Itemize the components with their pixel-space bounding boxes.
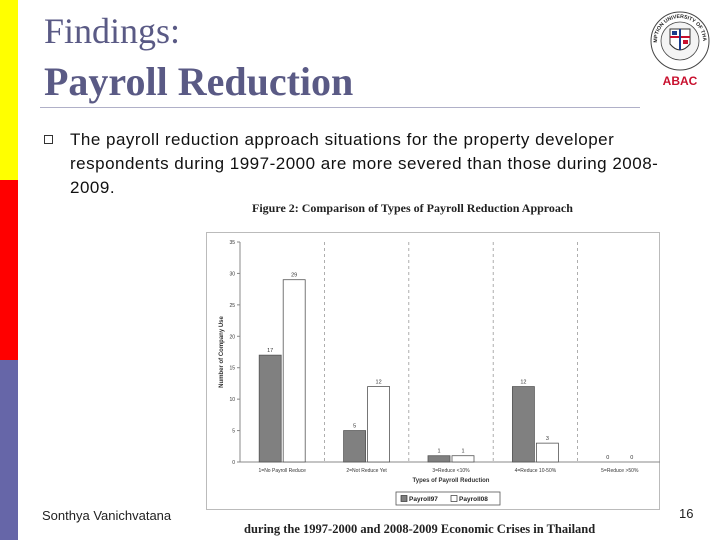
logo-abac-text: ABAC (663, 74, 698, 88)
data-label: 12 (376, 380, 382, 386)
y-axis-label: Number of Company Use (219, 316, 225, 388)
x-tick-label: 4=Reduce 10-50% (515, 468, 557, 474)
chart-frame (206, 232, 660, 510)
x-tick-label: 2=Not Reduce Yet (346, 468, 387, 474)
university-logo: ASSUMPTION UNIVERSITY OF THAILAND ABAC (648, 4, 710, 88)
bullet-text: The payroll reduction approach situation… (70, 130, 659, 197)
bar-payroll97 (343, 430, 367, 463)
bar-payroll08 (367, 386, 391, 463)
bar-payroll97 (427, 455, 451, 463)
title-divider (40, 107, 640, 108)
side-bar-red (0, 180, 18, 360)
data-label: 3 (546, 436, 549, 442)
figure-subtitle: during the 1997-2000 and 2008-2009 Econo… (244, 522, 596, 536)
data-label: 1 (437, 449, 440, 455)
data-label: 0 (606, 455, 609, 461)
bar-payroll97 (511, 386, 535, 463)
legend-label-payroll08: Payroll08 (459, 496, 488, 503)
data-label: 5 (353, 424, 356, 430)
legend-label-payroll97: Payroll97 (409, 496, 438, 503)
bar-payroll97 (258, 354, 282, 463)
author-name: Sonthya Vanichvatana (42, 508, 172, 523)
y-tick-label: 10 (229, 397, 235, 403)
x-axis-label: Types of Payroll Reduction (413, 478, 490, 484)
side-bar-purple (0, 360, 18, 540)
y-tick-label: 5 (232, 429, 235, 435)
bullet-square-icon (44, 135, 53, 144)
y-tick-label: 0 (232, 460, 235, 466)
data-label: 12 (520, 380, 526, 386)
chart-container: 0 5 10 15 20 25 30 35 17 5 1 12 0 29 12 1 3 0 1=No Payroll… (206, 232, 662, 515)
data-label: 17 (267, 348, 273, 354)
y-tick-label: 15 (229, 366, 235, 372)
bar-payroll08 (451, 455, 475, 463)
y-tick-label: 20 (229, 334, 235, 340)
page-number: 16 (679, 506, 694, 521)
slide-title-line-1: Findings: (44, 11, 181, 51)
slide-title-line-2: Payroll Reduction (44, 59, 354, 104)
x-tick-label: 1=No Payroll Reduce (259, 468, 307, 474)
bar-payroll08 (282, 279, 306, 463)
x-tick-label: 5=Reduce >50% (601, 468, 639, 474)
legend-swatch-payroll97 (400, 495, 408, 502)
y-tick-label: 30 (229, 271, 235, 277)
legend-swatch-payroll08 (450, 495, 458, 502)
y-tick-label: 35 (229, 240, 235, 246)
y-tick-label: 25 (229, 303, 235, 309)
bar-payroll08 (535, 442, 559, 463)
data-label: 1 (461, 449, 464, 455)
x-tick-label: 3=Reduce <10% (432, 468, 470, 474)
data-label: 0 (630, 455, 633, 461)
side-bar-yellow (0, 0, 18, 180)
figure-title: Figure 2: Comparison of Types of Payroll… (252, 201, 573, 215)
data-label: 29 (291, 273, 297, 279)
legend-box (395, 491, 501, 506)
